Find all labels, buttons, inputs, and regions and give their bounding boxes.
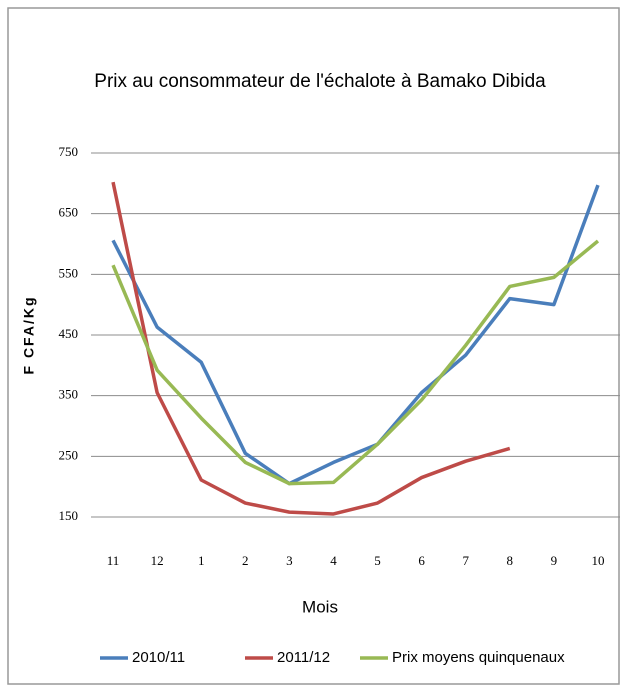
x-tick-label: 9 (551, 553, 558, 568)
y-tick-label: 450 (59, 326, 79, 341)
x-tick-label: 7 (462, 553, 469, 568)
x-tick-label: 8 (507, 553, 514, 568)
x-tick-label: 6 (418, 553, 425, 568)
series-line (111, 184, 600, 486)
x-axis-label: Mois (302, 597, 338, 616)
chart-title: Prix au consommateur de l'échalote à Bam… (94, 71, 546, 92)
y-axis-label: F CFA/Kg (21, 296, 37, 375)
x-tick-label: 4 (330, 553, 337, 568)
series-line (111, 181, 511, 516)
y-tick-label: 350 (59, 387, 79, 402)
x-tick-label: 10 (591, 553, 604, 568)
x-tick-label: 3 (286, 553, 293, 568)
chart-frame (7, 7, 620, 685)
x-tick-label: 11 (107, 553, 120, 568)
x-tick-label: 5 (374, 553, 381, 568)
x-tick-label: 12 (151, 553, 164, 568)
x-tick-label: 1 (198, 553, 205, 568)
legend-label: Prix moyens quinquenaux (392, 649, 565, 666)
series-line (111, 239, 600, 486)
y-tick-label: 250 (59, 447, 79, 462)
y-tick-label: 750 (59, 144, 79, 159)
legend-label: 2010/11 (132, 649, 185, 666)
x-tick-label: 2 (242, 553, 249, 568)
y-tick-label: 650 (59, 205, 79, 220)
y-tick-label: 550 (59, 265, 79, 280)
legend-label: 2011/12 (277, 649, 330, 666)
y-tick-label: 150 (59, 508, 79, 523)
